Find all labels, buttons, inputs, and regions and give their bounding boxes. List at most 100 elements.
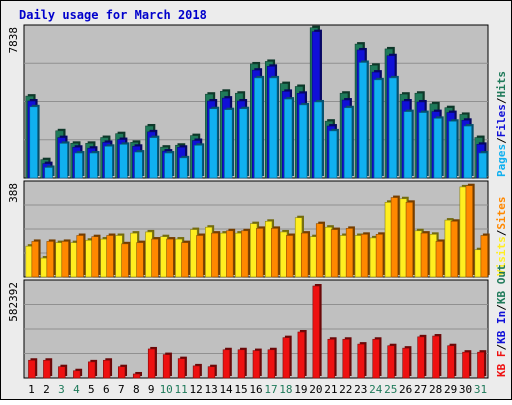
pages-bar (149, 137, 158, 179)
visits-bar (369, 237, 378, 278)
sites-bar (151, 238, 159, 278)
visits-bar (444, 219, 452, 278)
kb-f-bar (432, 335, 440, 379)
sites-bar (271, 228, 279, 278)
visits-bar (40, 257, 48, 278)
visits-bar (70, 242, 78, 278)
visits-bar (235, 232, 243, 278)
pages-bar (74, 152, 83, 179)
kb-f-bar (43, 359, 51, 379)
pages-bar (44, 167, 53, 179)
kb-f-bar (447, 345, 455, 379)
day-label: 19 (294, 383, 307, 396)
chart-title: Daily usage for March 2018 (19, 8, 207, 22)
day-label: 25 (384, 383, 397, 396)
pages-bar (164, 152, 173, 179)
day-label: 3 (58, 383, 65, 396)
kb-f-bar (462, 351, 470, 379)
kb-f-bar (162, 354, 171, 379)
kb-f-bar (402, 347, 410, 379)
sites-bar (76, 235, 84, 278)
pages-bar (268, 77, 278, 179)
day-label: 23 (354, 383, 367, 396)
y-max-label: 388 (7, 183, 20, 203)
visits-bar (250, 223, 258, 278)
day-label: 8 (133, 383, 140, 396)
kb-f-bar (132, 373, 141, 379)
legend-kb-out: KB Out (495, 264, 508, 304)
pages-bar (134, 151, 143, 179)
pages-bar (478, 152, 487, 179)
day-label: 12 (190, 383, 203, 396)
visits-bar (459, 186, 467, 278)
pages-bar (403, 111, 413, 179)
day-label: 22 (339, 383, 352, 396)
kb-f-bar (237, 349, 246, 379)
kb-f-bar (312, 285, 320, 379)
kb-f-bar (417, 336, 425, 379)
legend-separator: / (495, 229, 508, 236)
kb-f-bar (103, 359, 111, 379)
sites-bar (405, 202, 414, 278)
kb-f-bar (88, 361, 96, 379)
kb-f-bar (73, 370, 81, 379)
day-label: 16 (249, 383, 262, 396)
day-label: 14 (219, 383, 233, 396)
sites-bar (31, 241, 39, 278)
pages-bar (59, 143, 68, 179)
kb-f-bar (372, 338, 380, 379)
pages-bar (433, 118, 443, 179)
day-label: 6 (103, 383, 110, 396)
day-label: 18 (279, 383, 292, 396)
visits-bar (384, 202, 393, 278)
visits-bar (145, 231, 153, 278)
bars (25, 183, 490, 278)
sites-bar (241, 230, 249, 278)
visits-bar (175, 238, 183, 278)
day-label: 17 (264, 383, 277, 396)
day-label: 27 (414, 383, 427, 396)
pages-bar (179, 157, 188, 179)
visits-bar (399, 198, 408, 278)
kb-f-bar (147, 348, 156, 379)
sites-bar (435, 241, 444, 278)
kb-f-bar (252, 350, 261, 379)
legend: Visits/Sites (495, 197, 508, 277)
visits-bar (205, 226, 213, 278)
visits-bar (160, 236, 168, 278)
kb-f-bar (28, 359, 36, 379)
day-label: 2 (43, 383, 50, 396)
sites-bar (315, 223, 324, 278)
pages-bar (209, 108, 218, 179)
visits-bar (25, 245, 33, 278)
visits-bar (429, 234, 437, 278)
sites-bar (46, 241, 54, 278)
pages-bar (239, 108, 248, 179)
sites-bar (61, 241, 69, 278)
pages-bar (283, 98, 293, 179)
pages-bar (328, 130, 338, 179)
kb-f-bar (177, 358, 186, 379)
sites-bar (390, 197, 399, 278)
visits-bar (414, 230, 422, 278)
legend: Pages/Files/Hits (495, 71, 508, 177)
legend-sites: Sites (495, 197, 508, 230)
kb-f-bar (342, 338, 350, 379)
day-labels: 1 2 3 4 5 6 7 8 9 10 11 12 13 14 15 16 17 18 19 20 21 22 23 24 2… (28, 383, 487, 396)
day-label: 7 (118, 383, 125, 396)
pages-bar (254, 77, 263, 179)
day-label: 13 (204, 383, 217, 396)
sites-bar (106, 235, 114, 278)
day-label: 24 (369, 383, 383, 396)
kb-f-bar (297, 331, 305, 379)
visits-bar (55, 242, 63, 278)
legend-hits: Hits (495, 71, 508, 98)
visits-bar (309, 236, 318, 278)
pages-bar (343, 107, 353, 179)
sites-bar (480, 235, 488, 278)
sites-bar (465, 185, 473, 278)
day-label: 21 (324, 383, 337, 396)
visits-bar (264, 220, 273, 278)
legend-separator: / (495, 97, 508, 104)
